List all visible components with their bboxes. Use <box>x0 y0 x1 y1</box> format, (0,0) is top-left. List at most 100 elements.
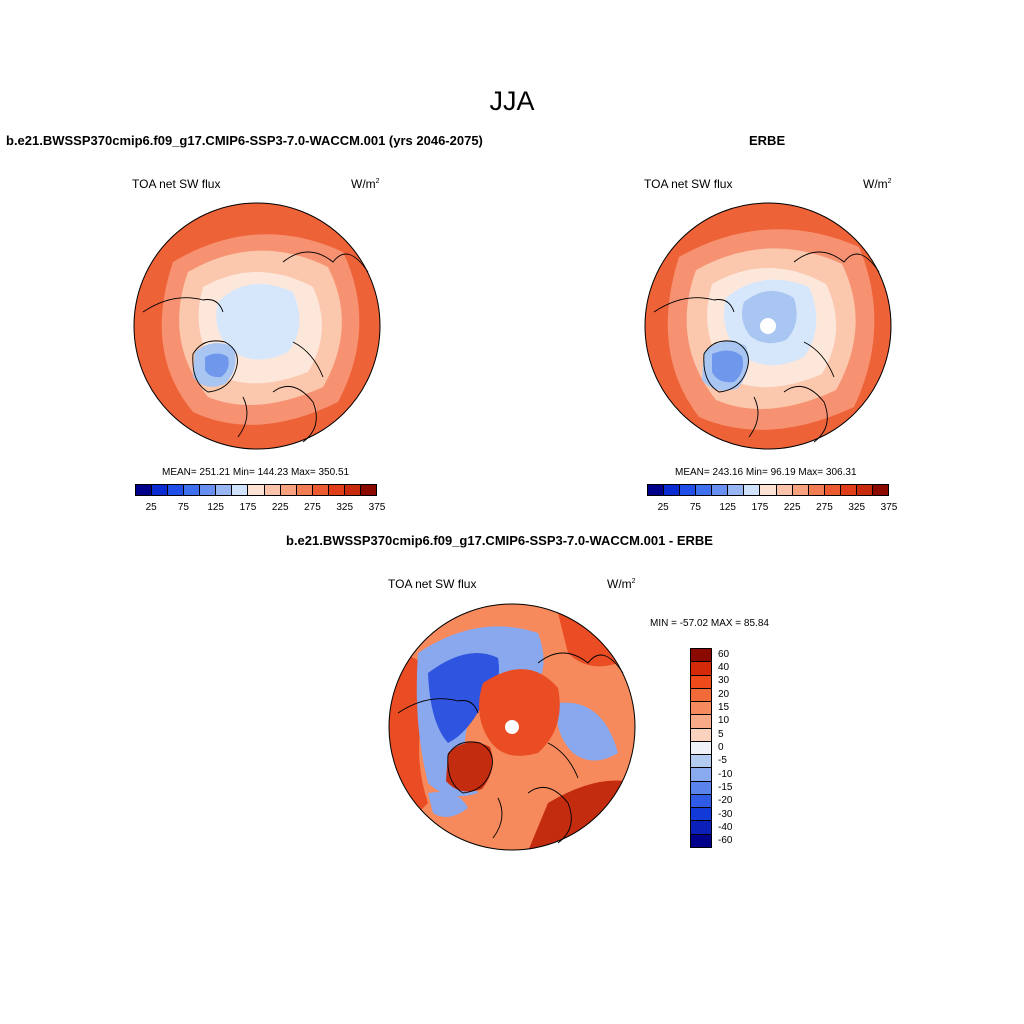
colorbar-swatch <box>872 485 888 495</box>
colorbar-swatch <box>691 662 711 676</box>
colorbar-swatch <box>840 485 857 495</box>
colorbar-swatch <box>648 485 665 495</box>
obs-pole-hole <box>760 318 776 334</box>
colorbar-tick-label: 225 <box>783 502 801 513</box>
diff-variable-label: TOA net SW flux <box>388 577 477 591</box>
model-colorbar <box>135 484 377 496</box>
figure-title: JJA <box>489 86 535 116</box>
colorbar-swatch <box>691 702 711 716</box>
colorbar-swatch <box>184 485 201 495</box>
diff-panel-title: b.e21.BWSSP370cmip6.f09_g17.CMIP6-SSP3-7… <box>286 533 713 548</box>
colorbar-tick-label: 375 <box>880 502 898 513</box>
model-colorbar-ticks: 25 75 125 175 225 275 325 375 <box>135 502 386 514</box>
obs-colorbar-ticks: 25 75 125 175 225 275 325 375 <box>647 502 898 514</box>
model-variable-label: TOA net SW flux <box>132 177 221 191</box>
colorbar-tick-label: 25 <box>657 502 669 513</box>
colorbar-tick-label: 40 <box>718 662 730 673</box>
diff-field-red-ne <box>558 613 618 667</box>
colorbar-swatch <box>744 485 761 495</box>
colorbar-swatch <box>824 485 841 495</box>
diff-field-blue-east <box>557 702 618 761</box>
colorbar-swatch <box>264 485 281 495</box>
colorbar-tick-label: -30 <box>718 808 733 820</box>
colorbar-swatch <box>691 755 711 769</box>
diff-field-red-center <box>479 669 560 756</box>
colorbar-swatch <box>691 741 711 756</box>
obs-coastlines <box>653 251 880 443</box>
colorbar-tick-label: -40 <box>718 822 733 833</box>
colorbar-swatch <box>152 485 169 495</box>
diff-colorbar <box>690 648 712 848</box>
colorbar-tick-label: -10 <box>718 768 733 780</box>
colorbar-tick-label: -15 <box>718 782 733 793</box>
colorbar-tick-label: 75 <box>177 502 189 513</box>
colorbar-swatch <box>760 485 777 495</box>
diff-units-label: W/m2 <box>607 577 636 591</box>
model-field-arctic-ice <box>216 284 300 360</box>
colorbar-swatch <box>691 794 711 809</box>
colorbar-swatch <box>312 485 329 495</box>
colorbar-tick-label: 25 <box>145 502 157 513</box>
colorbar-swatch <box>728 485 745 495</box>
model-stats: MEAN= 251.21 Min= 144.23 Max= 350.51 <box>162 467 350 478</box>
model-field-greenland-core <box>205 353 229 378</box>
diff-field-blue <box>428 653 499 743</box>
colorbar-swatch <box>232 485 249 495</box>
model-polar-map <box>133 202 381 450</box>
colorbar-swatch <box>691 768 711 782</box>
colorbar-swatch <box>696 485 713 495</box>
colorbar-swatch <box>691 821 711 835</box>
obs-colorbar <box>647 484 889 496</box>
colorbar-swatch <box>216 485 233 495</box>
colorbar-swatch <box>328 485 345 495</box>
obs-panel-title: ERBE <box>749 133 786 148</box>
colorbar-tick-label: 125 <box>207 502 224 513</box>
colorbar-swatch <box>248 485 265 495</box>
colorbar-tick-label: -60 <box>718 835 733 847</box>
colorbar-tick-label: 20 <box>718 688 730 700</box>
colorbar-swatch <box>691 728 711 742</box>
colorbar-swatch <box>776 485 793 495</box>
colorbar-swatch <box>808 485 825 495</box>
colorbar-swatch <box>680 485 697 495</box>
colorbar-tick-label: 325 <box>848 502 866 513</box>
colorbar-swatch <box>691 675 711 689</box>
colorbar-swatch <box>856 485 873 495</box>
obs-units-label: W/m2 <box>863 177 892 191</box>
colorbar-swatch <box>296 485 313 495</box>
colorbar-tick-label: 15 <box>718 702 730 713</box>
colorbar-tick-label: 60 <box>718 648 730 660</box>
diff-colorbar-ticks: 60 40 30 20 15 10 5 0 -5 -10 -15 -20 -30 -40 -60 <box>718 648 758 848</box>
colorbar-tick-label: 5 <box>718 728 724 740</box>
colorbar-swatch <box>168 485 185 495</box>
colorbar-swatch <box>344 485 361 495</box>
model-units-label: W/m2 <box>351 177 380 191</box>
colorbar-swatch <box>712 485 729 495</box>
colorbar-swatch <box>691 649 711 663</box>
diff-polar-map <box>388 603 636 851</box>
diff-field-greenland-red <box>446 742 493 792</box>
diff-pole-hole <box>505 720 519 734</box>
diff-stats: MIN = -57.02 MAX = 85.84 <box>650 618 769 629</box>
colorbar-tick-label: 0 <box>718 742 724 753</box>
colorbar-swatch <box>691 715 711 729</box>
colorbar-tick-label: 30 <box>718 675 730 687</box>
colorbar-tick-label: -20 <box>718 795 733 807</box>
colorbar-tick-label: 275 <box>816 502 833 513</box>
colorbar-tick-label: 125 <box>719 502 736 513</box>
colorbar-swatch <box>792 485 809 495</box>
diff-field-blue-sw <box>428 792 468 817</box>
colorbar-tick-label: 325 <box>336 502 354 513</box>
colorbar-swatch <box>360 485 376 495</box>
colorbar-swatch <box>691 781 711 795</box>
colorbar-swatch <box>691 688 711 703</box>
colorbar-swatch <box>136 485 153 495</box>
colorbar-swatch <box>200 485 217 495</box>
colorbar-tick-label: -5 <box>718 755 727 767</box>
colorbar-tick-label: 275 <box>304 502 321 513</box>
model-panel-title: b.e21.BWSSP370cmip6.f09_g17.CMIP6-SSP3-7… <box>6 133 483 148</box>
colorbar-tick-label: 375 <box>368 502 386 513</box>
colorbar-swatch <box>691 808 711 822</box>
model-coastlines <box>142 251 369 443</box>
colorbar-tick-label: 175 <box>751 502 769 513</box>
